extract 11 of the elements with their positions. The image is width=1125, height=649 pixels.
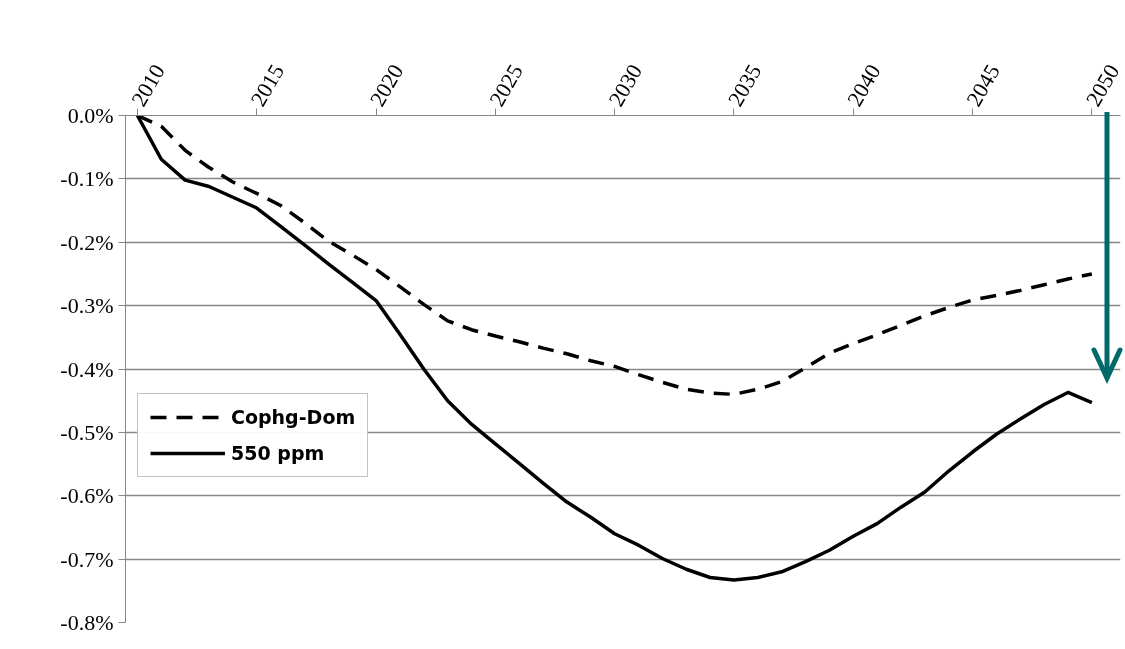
y-tick-label: -0.5% <box>60 419 114 445</box>
y-tick-label: -0.2% <box>60 229 114 255</box>
y-tick-label: 0.0% <box>67 103 114 128</box>
y-tick-label: -0.3% <box>60 293 114 319</box>
y-tick-label: -0.7% <box>60 546 114 572</box>
y-tick-label: -0.4% <box>60 356 114 382</box>
y-tick-label: -0.6% <box>60 483 114 509</box>
legend-label: Cophg-Dom <box>231 406 356 428</box>
legend-label: 550 ppm <box>231 442 325 464</box>
y-tick-label: -0.1% <box>60 166 114 192</box>
y-tick-label: -0.8% <box>60 610 114 635</box>
